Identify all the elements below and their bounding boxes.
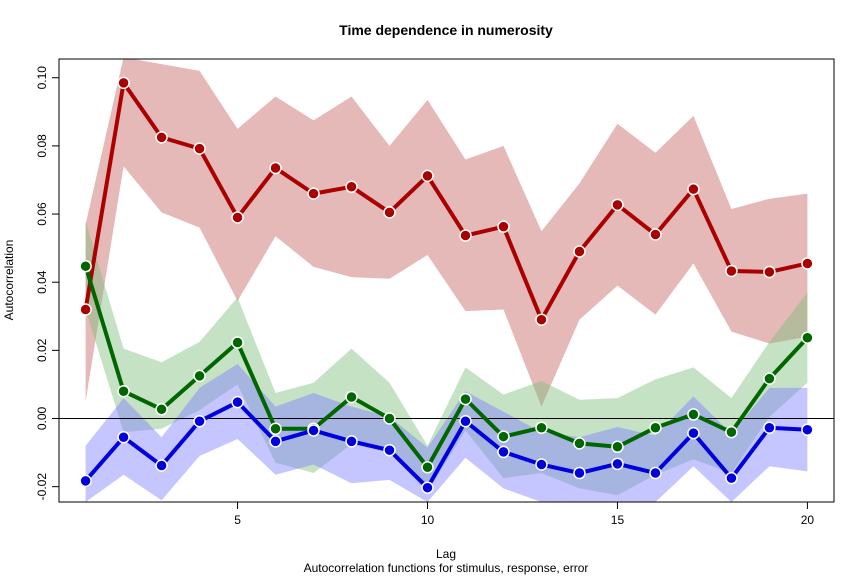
data-point-2-3 (155, 403, 168, 416)
data-point-1-3 (155, 131, 168, 144)
x-tick-label-5: 5 (234, 513, 241, 527)
confidence-band-1 (85, 59, 808, 407)
data-point-3-20 (801, 423, 814, 437)
data-point-3-17 (687, 426, 700, 440)
data-point-2-19 (763, 372, 776, 385)
data-point-3-19 (763, 421, 776, 434)
data-point-1-19 (763, 265, 776, 279)
data-point-3-5 (231, 395, 244, 409)
data-point-3-1 (79, 474, 92, 488)
data-point-3-8 (345, 435, 358, 448)
data-point-1-15 (611, 198, 624, 212)
x-axis-label: Lag (436, 547, 456, 561)
data-point-1-2 (117, 76, 130, 90)
data-point-2-16 (649, 421, 662, 434)
data-point-2-13 (535, 421, 548, 434)
data-point-3-11 (459, 414, 472, 428)
chart-title: Time dependence in numerosity (339, 22, 553, 38)
data-point-2-15 (611, 440, 624, 454)
y-tick-label-4: 0.06 (35, 202, 49, 226)
data-point-1-7 (307, 187, 320, 200)
data-point-2-9 (383, 412, 396, 425)
series-line-2 (83, 265, 809, 470)
data-point-2-5 (231, 336, 244, 349)
data-point-2-10 (421, 460, 434, 474)
data-point-2-1 (79, 259, 92, 273)
y-tick-label-2: 0.02 (35, 338, 49, 362)
data-point-2-12 (497, 430, 510, 443)
data-point-2-8 (345, 390, 358, 404)
data-point-2-17 (687, 408, 700, 421)
data-point-3-13 (535, 458, 548, 471)
data-point-2-20 (801, 331, 814, 344)
x-tick-label-15: 15 (611, 513, 625, 527)
series-lines (83, 80, 809, 490)
series-line-3 (84, 400, 808, 490)
data-point-3-18 (725, 471, 738, 485)
data-point-3-6 (269, 435, 282, 448)
y-tick-label-0: -0.02 (35, 473, 49, 501)
data-point-3-3 (155, 459, 168, 472)
data-point-3-10 (421, 481, 434, 494)
x-tick-label-20: 20 (801, 513, 815, 527)
data-point-2-11 (459, 392, 472, 406)
confidence-band-2 (85, 220, 808, 496)
data-point-1-11 (459, 229, 472, 242)
data-point-1-17 (687, 182, 700, 196)
data-point-3-2 (117, 431, 130, 444)
data-point-3-12 (497, 445, 510, 459)
data-point-1-13 (535, 313, 548, 326)
y-tick-label-6: 0.10 (35, 66, 49, 90)
y-axis-label: Autocorrelation (2, 240, 16, 321)
data-point-1-4 (193, 142, 206, 155)
data-point-2-14 (573, 437, 586, 450)
data-point-1-12 (497, 220, 510, 233)
data-point-2-4 (193, 369, 206, 383)
y-tick-label-1: 0.00 (35, 407, 49, 431)
y-tick-label-3: 0.04 (35, 270, 49, 294)
data-point-2-2 (117, 385, 130, 398)
data-point-1-18 (725, 264, 738, 278)
y-tick-label-5: 0.08 (35, 134, 49, 158)
data-point-2-18 (725, 425, 738, 439)
data-point-3-16 (649, 466, 662, 480)
data-point-3-14 (573, 466, 586, 480)
data-point-1-8 (345, 180, 358, 194)
data-point-1-6 (269, 161, 282, 175)
data-point-1-10 (421, 169, 434, 183)
data-point-3-9 (383, 443, 396, 457)
series-points (79, 76, 814, 494)
data-point-1-20 (801, 257, 814, 270)
data-point-3-4 (193, 414, 206, 428)
data-point-1-16 (649, 228, 662, 241)
data-point-1-1 (79, 303, 92, 316)
data-point-1-14 (573, 245, 586, 258)
y-axis: -0.02 0.00 0.02 0.04 0.06 0.08 0.10 (35, 66, 60, 501)
data-point-3-7 (307, 424, 320, 437)
x-tick-label-10: 10 (421, 513, 435, 527)
data-point-1-5 (231, 211, 244, 224)
data-point-3-15 (611, 457, 624, 471)
x-axis: 5 10 15 20 (234, 501, 815, 527)
data-point-1-9 (383, 206, 396, 219)
chart-subtitle: Autocorrelation functions for stimulus, … (304, 561, 589, 575)
data-point-2-6 (269, 422, 282, 435)
series-line-1 (83, 80, 808, 322)
